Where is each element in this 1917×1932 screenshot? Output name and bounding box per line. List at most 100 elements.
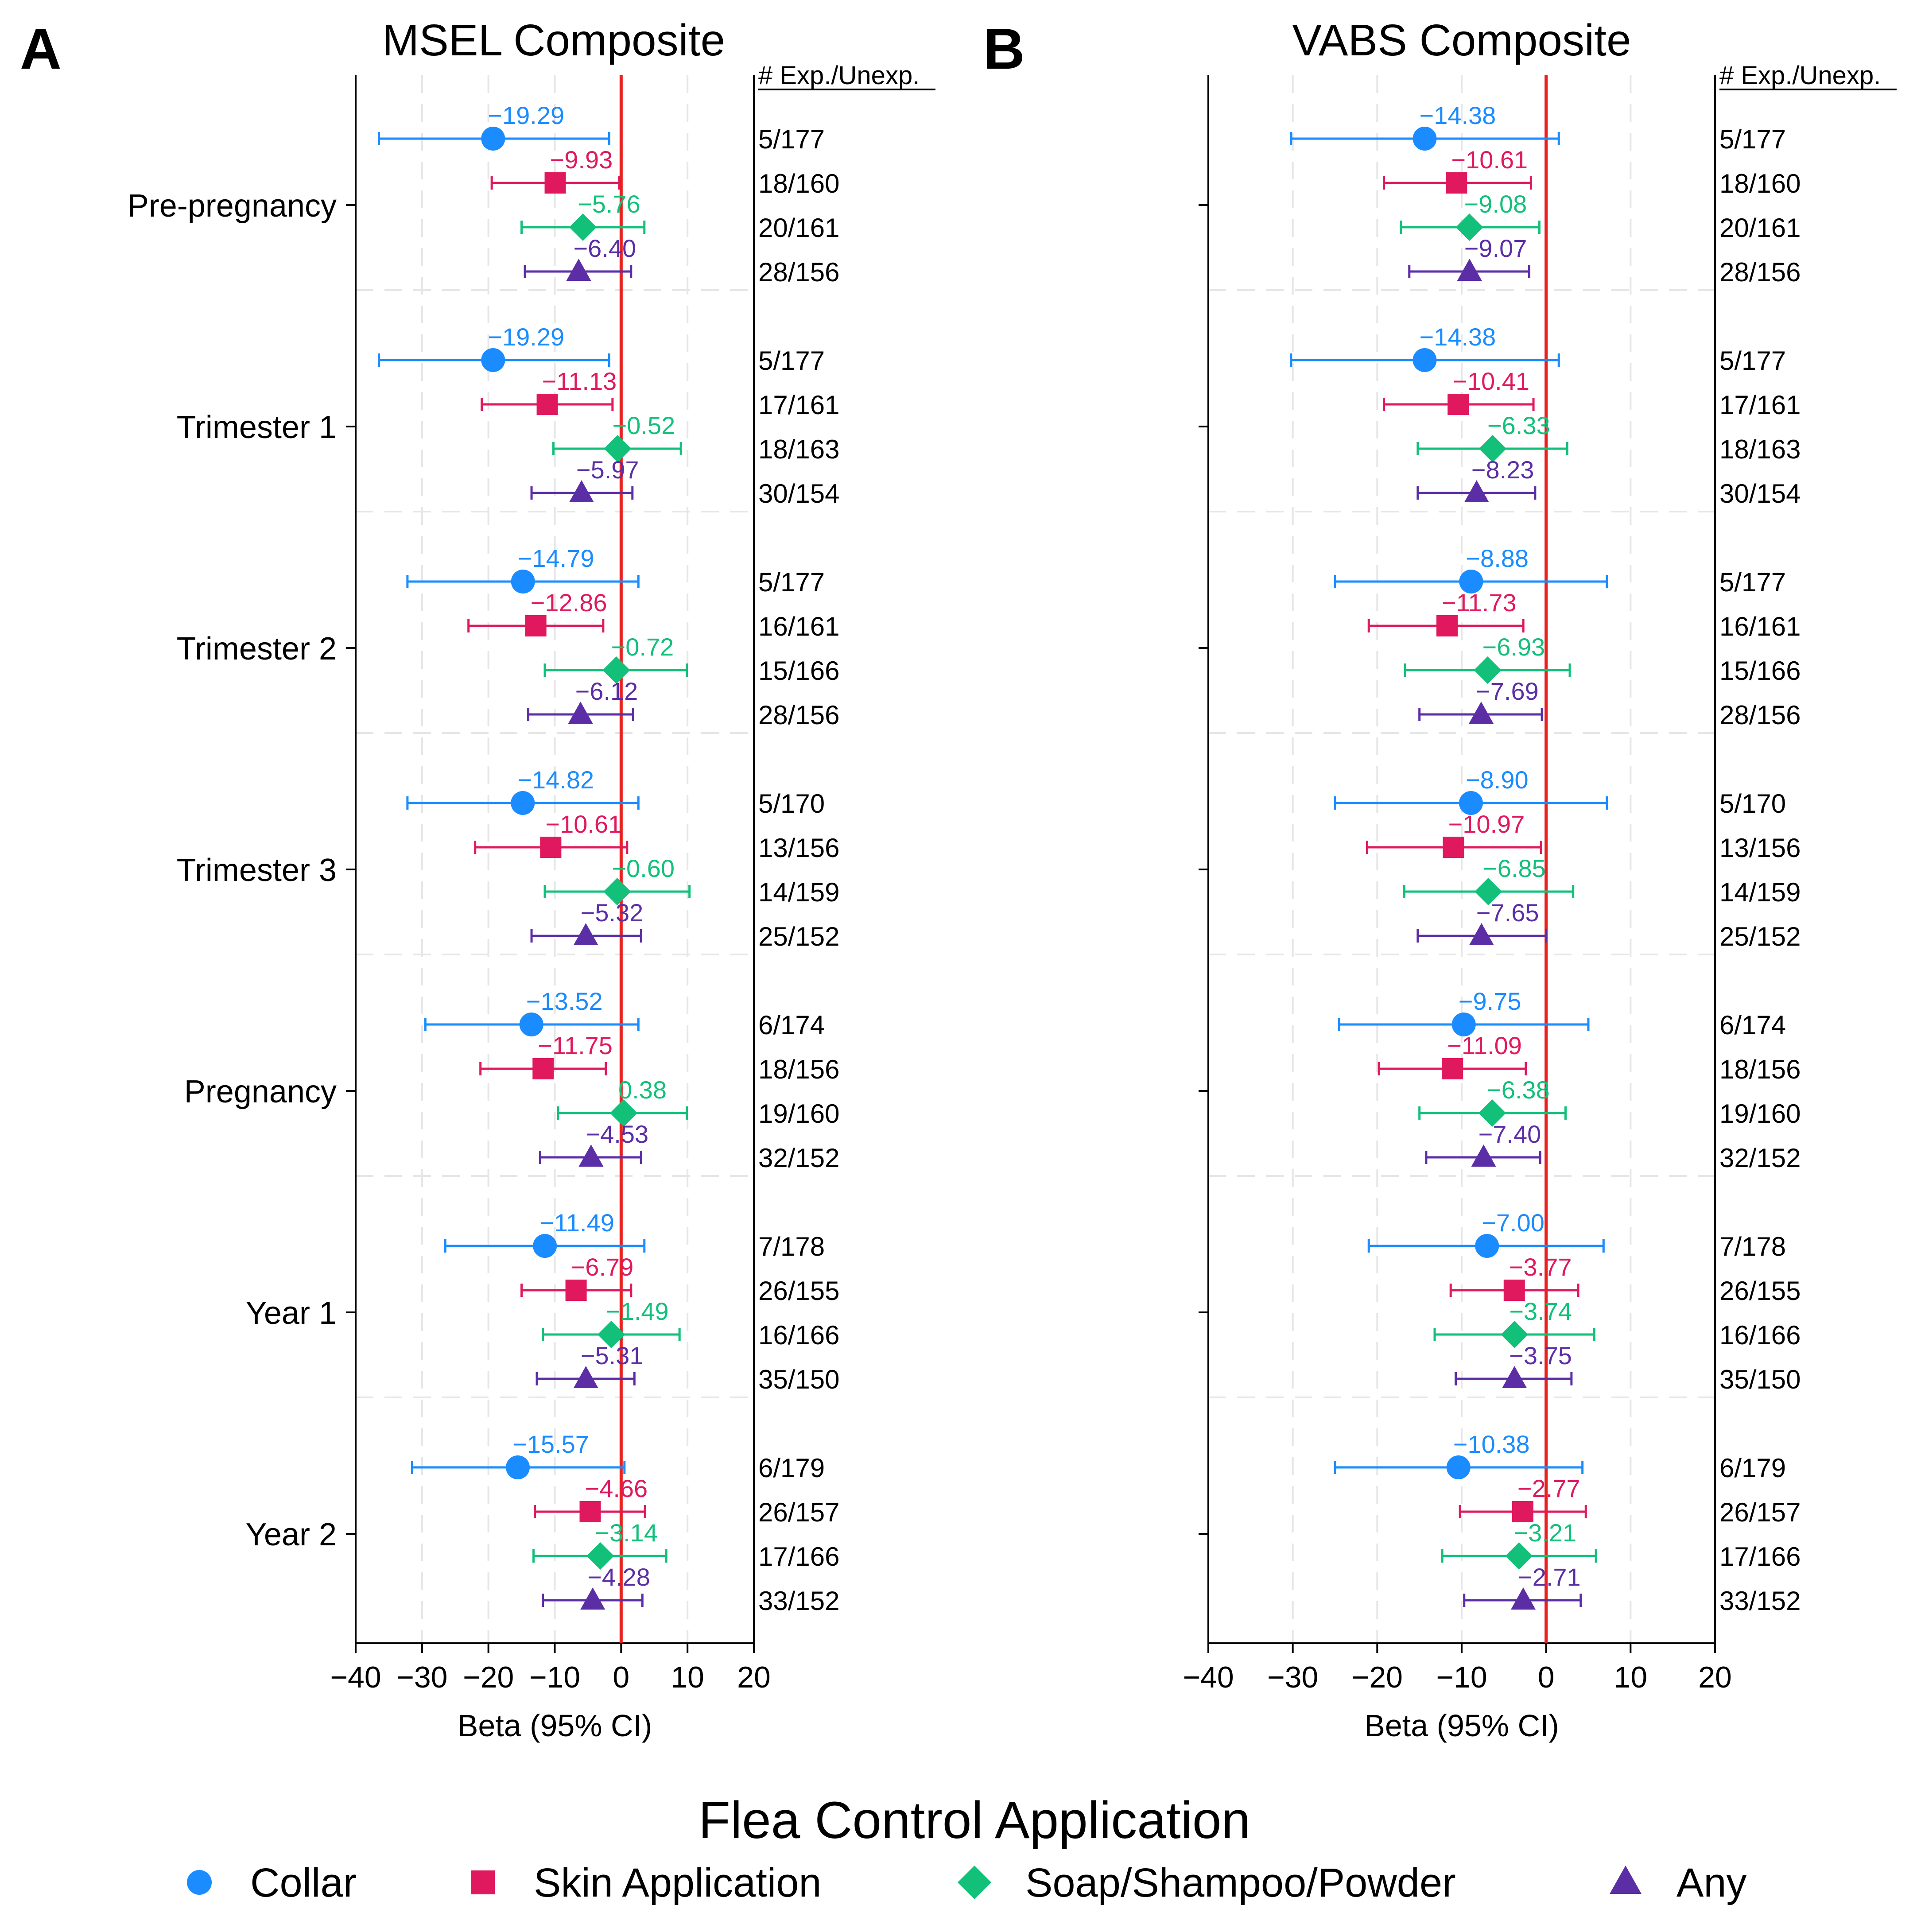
count-label-trimester-3-skin-application: 13/156 [758, 833, 840, 863]
legend-label-any: Any [1676, 1860, 1747, 1905]
legend-label-collar: Collar [250, 1860, 357, 1905]
count-label-trimester-1-any: 30/154 [758, 479, 840, 508]
point-trimester-1-soap-shampoo-powder [1478, 435, 1506, 462]
estimate-label-year-2-soap-shampoo-powder: −3.14 [595, 1519, 658, 1547]
estimate-label-pregnancy-skin-application: −11.75 [538, 1032, 613, 1059]
point-trimester-1-skin-application [536, 394, 558, 415]
estimate-label-year-1-skin-application: −6.79 [571, 1253, 634, 1281]
panel-letter-b: B [983, 16, 1025, 81]
count-label-pregnancy-any: 32/152 [1719, 1143, 1801, 1173]
point-year-2-any [1510, 1587, 1536, 1610]
estimate-label-trimester-3-soap-shampoo-powder: −0.60 [612, 854, 675, 882]
count-label-trimester-3-skin-application: 13/156 [1719, 833, 1801, 863]
point-year-2-skin-application [1512, 1501, 1533, 1522]
point-trimester-3-collar [1459, 791, 1483, 815]
count-label-trimester-3-soap-shampoo-powder: 14/159 [1719, 877, 1801, 907]
estimate-label-year-2-skin-application: −4.66 [585, 1474, 648, 1502]
count-label-trimester-1-collar: 5/177 [758, 346, 825, 376]
count-label-pregnancy-collar: 6/174 [758, 1010, 825, 1040]
point-trimester-1-any [569, 480, 594, 502]
panel-letter-a: A [20, 16, 62, 81]
estimate-label-pregnancy-collar: −9.75 [1459, 987, 1521, 1015]
count-label-year-2-any: 33/152 [758, 1586, 840, 1616]
count-label-pre-pregnancy-soap-shampoo-powder: 20/161 [1719, 213, 1801, 243]
estimate-label-trimester-3-soap-shampoo-powder: −6.85 [1483, 854, 1546, 882]
panel-title: VABS Composite [1292, 16, 1631, 65]
point-year-2-soap-shampoo-powder [586, 1542, 614, 1570]
count-label-pregnancy-skin-application: 18/156 [1719, 1055, 1801, 1084]
point-trimester-3-any [573, 923, 598, 945]
panel-msel: MSEL Composite −40 −30 −20 −10 0 10 20 Beta (95%… [128, 16, 935, 1743]
point-pre-pregnancy-skin-application [544, 172, 566, 194]
point-year-1-skin-application [565, 1280, 587, 1301]
x-axis-label: Beta (95% CI) [1364, 1708, 1559, 1743]
legend-label-skin-application: Skin Application [534, 1860, 822, 1905]
estimate-label-trimester-1-soap-shampoo-powder: −6.33 [1487, 411, 1550, 439]
x-tick-label: −10 [529, 1660, 580, 1694]
x-tick-label: 20 [1698, 1660, 1732, 1694]
count-label-year-2-soap-shampoo-powder: 17/166 [1719, 1542, 1801, 1571]
point-year-2-soap-shampoo-powder [1505, 1542, 1533, 1570]
counts-header: # Exp./Unexp. [758, 61, 920, 90]
x-tick-label: 0 [1538, 1660, 1555, 1694]
legend-title: Flea Control Application [699, 1791, 1250, 1850]
estimate-label-trimester-2-soap-shampoo-powder: −0.72 [611, 633, 674, 661]
x-tick-label: 20 [737, 1660, 771, 1694]
estimate-label-trimester-2-collar: −14.79 [518, 544, 594, 572]
point-year-1-soap-shampoo-powder [598, 1321, 625, 1348]
counts-header: # Exp./Unexp. [1719, 61, 1881, 90]
point-trimester-2-skin-application [525, 615, 547, 636]
estimate-label-year-1-any: −3.75 [1509, 1342, 1572, 1369]
estimate-label-pre-pregnancy-soap-shampoo-powder: −5.76 [578, 190, 640, 218]
estimate-label-pregnancy-soap-shampoo-powder: 0.38 [618, 1076, 667, 1104]
estimate-label-year-2-skin-application: −2.77 [1517, 1474, 1580, 1502]
point-pre-pregnancy-any [566, 259, 591, 281]
estimate-label-pregnancy-skin-application: −11.09 [1447, 1032, 1522, 1059]
estimate-label-trimester-2-any: −7.69 [1476, 677, 1539, 705]
point-year-1-collar [533, 1234, 557, 1258]
count-label-year-2-collar: 6/179 [758, 1453, 825, 1483]
estimate-label-year-1-soap-shampoo-powder: −1.49 [606, 1297, 669, 1325]
count-label-trimester-2-any: 28/156 [758, 700, 840, 730]
count-label-trimester-3-any: 25/152 [758, 922, 840, 951]
estimate-label-trimester-1-any: −5.97 [576, 456, 639, 484]
point-trimester-1-collar [1413, 348, 1437, 372]
estimate-label-trimester-1-collar: −19.29 [488, 323, 564, 351]
count-label-pre-pregnancy-collar: 5/177 [1719, 124, 1786, 154]
point-trimester-1-soap-shampoo-powder [604, 435, 632, 462]
count-label-trimester-2-any: 28/156 [1719, 700, 1801, 730]
estimate-label-pre-pregnancy-skin-application: −10.61 [1451, 146, 1528, 174]
point-pre-pregnancy-soap-shampoo-powder [1455, 213, 1483, 241]
point-trimester-2-any [1469, 702, 1494, 724]
estimate-label-trimester-3-skin-application: −10.61 [545, 810, 622, 838]
count-label-year-2-skin-application: 26/157 [758, 1497, 840, 1527]
estimate-label-pre-pregnancy-any: −6.40 [573, 234, 636, 262]
point-trimester-2-any [568, 702, 593, 724]
point-year-1-any [1502, 1366, 1527, 1388]
estimate-label-trimester-2-collar: −8.88 [1466, 544, 1529, 572]
x-tick-label: −20 [463, 1660, 514, 1694]
estimate-label-trimester-1-soap-shampoo-powder: −0.52 [613, 411, 675, 439]
group-label-trimester-2: Trimester 2 [177, 631, 337, 667]
count-label-pre-pregnancy-any: 28/156 [1719, 257, 1801, 287]
point-year-2-collar [506, 1455, 530, 1479]
estimate-label-year-2-collar: −15.57 [512, 1430, 589, 1458]
count-label-pregnancy-soap-shampoo-powder: 19/160 [758, 1099, 840, 1129]
count-label-trimester-2-soap-shampoo-powder: 15/166 [1719, 656, 1801, 686]
estimate-label-year-1-skin-application: −3.77 [1509, 1253, 1572, 1281]
count-label-trimester-3-collar: 5/170 [758, 789, 825, 819]
point-pre-pregnancy-any [1457, 259, 1482, 281]
point-year-1-skin-application [1503, 1280, 1525, 1301]
legend-marker-skin-application [471, 1870, 495, 1894]
point-year-1-collar [1475, 1234, 1499, 1258]
count-label-pre-pregnancy-any: 28/156 [758, 257, 840, 287]
estimate-label-pregnancy-soap-shampoo-powder: −6.38 [1487, 1076, 1550, 1104]
group-label-pre-pregnancy: Pre-pregnancy [128, 188, 337, 224]
estimate-label-pregnancy-any: −7.40 [1478, 1120, 1541, 1148]
legend-marker-soap-shampoo-powder [958, 1866, 991, 1899]
count-label-trimester-1-skin-application: 17/161 [758, 390, 840, 420]
count-label-trimester-2-soap-shampoo-powder: 15/166 [758, 656, 840, 686]
point-trimester-2-collar [1459, 570, 1483, 594]
point-pre-pregnancy-collar [1413, 127, 1437, 151]
count-label-pre-pregnancy-skin-application: 18/160 [758, 169, 840, 198]
